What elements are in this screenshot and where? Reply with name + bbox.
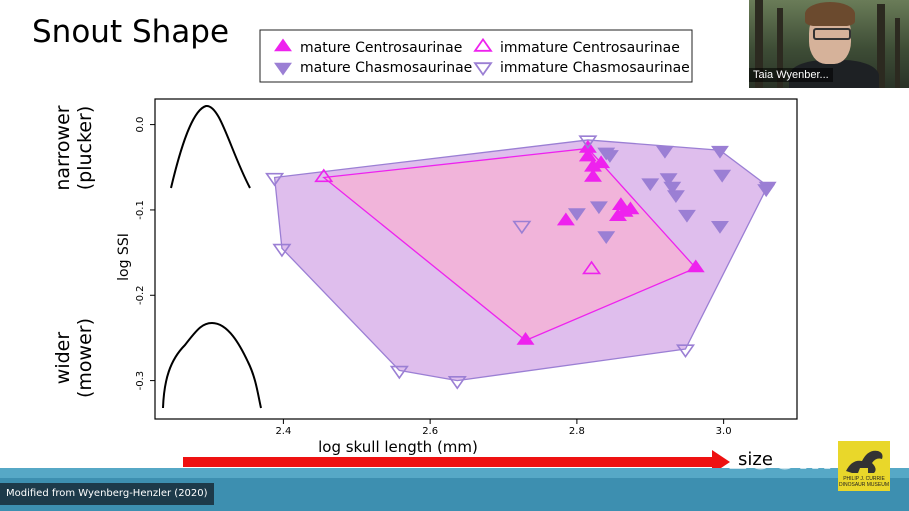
video-tree (777, 8, 783, 88)
legend-box (259, 29, 693, 83)
data-point (655, 145, 674, 159)
data-point (757, 184, 776, 198)
legend-label: immature Centrosaurinae (500, 40, 680, 56)
data-point (666, 190, 685, 204)
y-tick-label: -0.2 (135, 286, 146, 306)
data-point (556, 212, 575, 226)
x-tick-label: 2.4 (275, 426, 291, 437)
size-arrow-shaft (183, 457, 713, 467)
legend-label: immature Chasmosaurinae (500, 60, 690, 76)
wide-snout-curve (162, 321, 262, 409)
data-point (314, 168, 334, 183)
dinosaur-icon (846, 450, 883, 473)
person-glasses (813, 28, 851, 40)
y-axis-label: log SSI (116, 233, 132, 281)
video-tree (755, 0, 763, 88)
data-point (567, 208, 586, 221)
zoom-watermark: zoom (728, 438, 834, 478)
data-point (686, 259, 705, 273)
legend-label: mature Centrosaurinae (300, 40, 462, 56)
credit-text: Modified from Wyenberg-Henzler (2020) (0, 483, 214, 505)
footer-strip (0, 468, 909, 478)
data-point (584, 169, 602, 182)
data-point (389, 365, 409, 380)
data-point (578, 135, 598, 149)
data-point (663, 181, 682, 195)
data-point (265, 172, 285, 187)
size-label: size (738, 449, 773, 470)
video-tree (877, 4, 885, 88)
data-point (641, 178, 660, 192)
x-tick-label: 2.8 (569, 426, 585, 437)
video-tree (895, 18, 900, 88)
data-point (710, 145, 729, 159)
y-tick-label: 0.0 (135, 117, 146, 133)
data-point (597, 231, 616, 245)
data-point (578, 148, 597, 162)
x-axis-label: log skull length (mm) (318, 438, 478, 456)
plot-frame (154, 98, 798, 420)
legend-label: mature Chasmosaurinae (300, 60, 472, 76)
slide-title: Snout Shape (32, 14, 230, 50)
y-tick-label: -0.1 (135, 200, 146, 220)
participant-name: Taia Wyenber... (749, 68, 833, 82)
narrow-snout-curve (170, 105, 251, 189)
data-point (615, 204, 634, 217)
museum-name: PHILIP J. CURRIE DINOSAUR MUSEUM (838, 476, 889, 488)
legend-marker (274, 62, 292, 76)
data-point (582, 260, 602, 275)
data-point (713, 169, 732, 183)
legend-marker (473, 37, 493, 52)
data-point (675, 344, 696, 359)
data-point (710, 220, 729, 234)
x-tick-label: 2.6 (422, 426, 438, 437)
data-point (516, 332, 535, 345)
legend-marker (473, 62, 493, 77)
data-point (592, 155, 611, 169)
data-point (677, 209, 696, 223)
x-tick-label: 3.0 (716, 426, 732, 437)
data-point (600, 150, 619, 163)
data-point (272, 243, 292, 258)
participant-video[interactable]: Taia Wyenber... (749, 0, 909, 88)
data-point (447, 375, 467, 390)
museum-logo: PHILIP J. CURRIE DINOSAUR MUSEUM (838, 441, 890, 491)
data-point (659, 173, 678, 186)
person-hair (805, 2, 855, 26)
data-point (512, 220, 532, 235)
data-point (589, 201, 608, 215)
legend-marker (274, 38, 292, 52)
y-tick-label: -0.3 (135, 371, 146, 391)
